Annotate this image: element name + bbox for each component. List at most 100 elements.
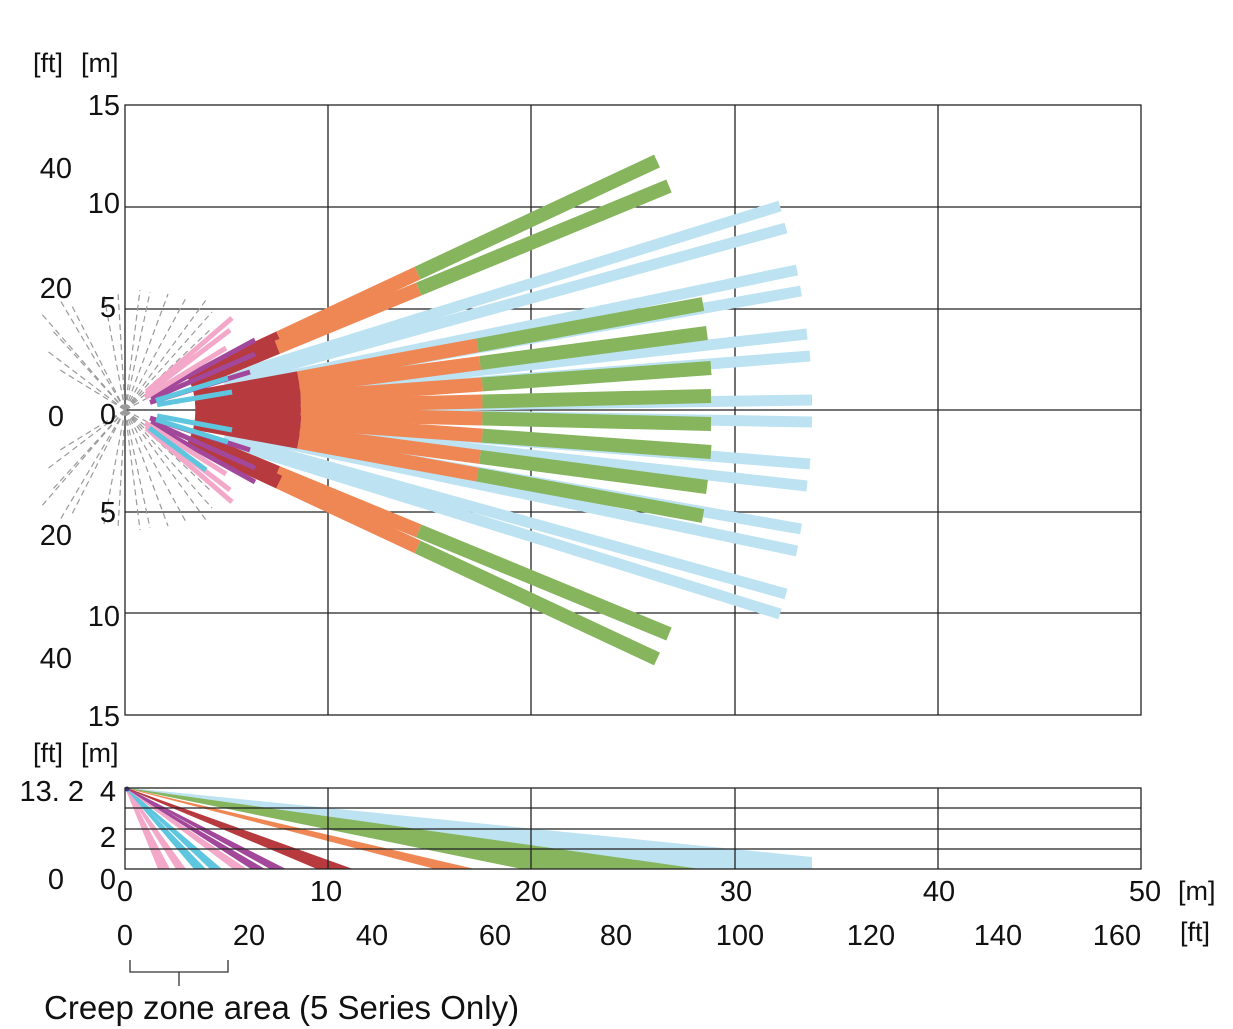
creep-zone-line [117, 291, 126, 411]
top-ft-tick-label: 40 [40, 153, 72, 185]
side-m-tick-label: 2 [100, 822, 116, 854]
main-beam [298, 426, 481, 464]
main-beam [482, 411, 712, 431]
cyan-beam [155, 375, 229, 403]
main-beam [479, 450, 708, 494]
pink-beam [144, 328, 232, 396]
side-m-tick-label: 4 [100, 776, 116, 808]
creep-zone-line [59, 409, 126, 451]
main-beam [414, 154, 660, 280]
creep-zone-line [59, 299, 126, 411]
top-m-tick-label: 0 [100, 399, 116, 431]
creep-zone-line [45, 409, 126, 471]
side-ft-tick-label: 13. 2 [20, 776, 85, 808]
creep-zone-line [124, 409, 151, 529]
x-ft-tick-label: 140 [974, 920, 1022, 952]
creep-zone-bracket [129, 960, 229, 986]
purple-beam [149, 419, 257, 471]
creep-zone-line [124, 409, 207, 521]
main-beam [276, 266, 421, 345]
side-view-grid [124, 787, 1142, 870]
side-ft-tick-label: 0 [48, 864, 64, 896]
creep-zone-line [124, 291, 151, 411]
x-ft-unit-label: [ft] [1180, 917, 1210, 947]
top-m-tick-label: 15 [88, 90, 120, 122]
creep-zone-line [51, 329, 126, 411]
creep-zone-line [124, 311, 213, 411]
top-ft-tick-label: 20 [40, 520, 72, 552]
main-beam [300, 415, 483, 443]
light-blue-beam [221, 435, 782, 620]
cyan-beam [156, 413, 233, 433]
main-beam [300, 377, 483, 405]
creep-zone-line [124, 409, 169, 527]
main-beam [414, 540, 660, 666]
x-m-tick-label: 10 [310, 876, 342, 908]
top-ft-tick-label: 20 [40, 273, 72, 305]
light-blue-beam [222, 432, 788, 600]
side-m-tick-label: 0 [100, 864, 116, 896]
x-ft-tick-label: 20 [233, 920, 265, 952]
creep-zone-line [59, 409, 126, 521]
main-beam [297, 338, 479, 386]
main-beam [300, 394, 483, 413]
x-ft-tick-label: 120 [847, 920, 895, 952]
purple-beam [149, 422, 257, 485]
main-beam [476, 467, 705, 523]
x-m-tick-label: 0 [117, 876, 133, 908]
top-m-tick-label: 5 [100, 497, 116, 529]
main-beam [276, 475, 421, 554]
creep-zone-line [51, 409, 126, 491]
x-ft-tick-label: 80 [600, 920, 632, 952]
main-beam [416, 524, 672, 641]
x-ft-tick-label: 0 [117, 920, 133, 952]
x-ft-tick-label: 60 [479, 920, 511, 952]
main-beam [297, 434, 479, 482]
main-beam [479, 326, 708, 370]
x-ft-tick-label: 40 [356, 920, 388, 952]
main-beam [482, 389, 712, 409]
cyan-beam [156, 389, 233, 408]
light-blue-beam [222, 222, 788, 389]
pink-beam [143, 420, 228, 477]
creep-zone-line [124, 409, 213, 509]
top-m-tick-label: 5 [100, 292, 116, 324]
creep-zone-line [71, 409, 126, 515]
creep-zone-line [59, 369, 126, 411]
main-beam [476, 297, 705, 353]
creep-zone-line [124, 289, 141, 411]
main-beam [481, 361, 712, 392]
side-m-unit-label: [m] [81, 738, 119, 768]
top-m-tick-label: 10 [88, 188, 120, 220]
main-beam [274, 466, 422, 538]
creep-zone-line [124, 299, 207, 411]
purple-beam [149, 337, 257, 399]
top-m-tick-label: 15 [88, 701, 120, 733]
top-m-tick-label: 10 [88, 601, 120, 633]
creep-zone-line [124, 293, 169, 411]
cyan-beam [155, 417, 229, 445]
top-ft-unit-label: [ft] [33, 48, 63, 78]
purple-beam [150, 351, 256, 402]
creep-zone-label: Creep zone area (5 Series Only) [44, 989, 519, 1026]
side-view-beams [124, 786, 812, 869]
main-beam [298, 356, 481, 394]
creep-zone-line [124, 409, 187, 523]
creep-zone-line [45, 349, 126, 411]
pink-beam [144, 316, 234, 394]
x-m-unit-label: [m] [1178, 876, 1216, 906]
light-blue-beam [221, 200, 782, 385]
side-ft-unit-label: [ft] [33, 738, 63, 768]
main-beam [300, 407, 483, 426]
x-m-tick-label: 50 [1129, 876, 1161, 908]
pink-beam [143, 345, 228, 400]
top-view-beams [143, 154, 813, 666]
pink-beam [144, 426, 234, 504]
x-ft-tick-label: 100 [716, 920, 764, 952]
top-m-unit-label: [m] [81, 48, 119, 78]
x-m-tick-label: 40 [923, 876, 955, 908]
main-beam [481, 428, 712, 459]
creep-zone-pattern [39, 289, 213, 531]
creep-zone-line [117, 409, 126, 529]
